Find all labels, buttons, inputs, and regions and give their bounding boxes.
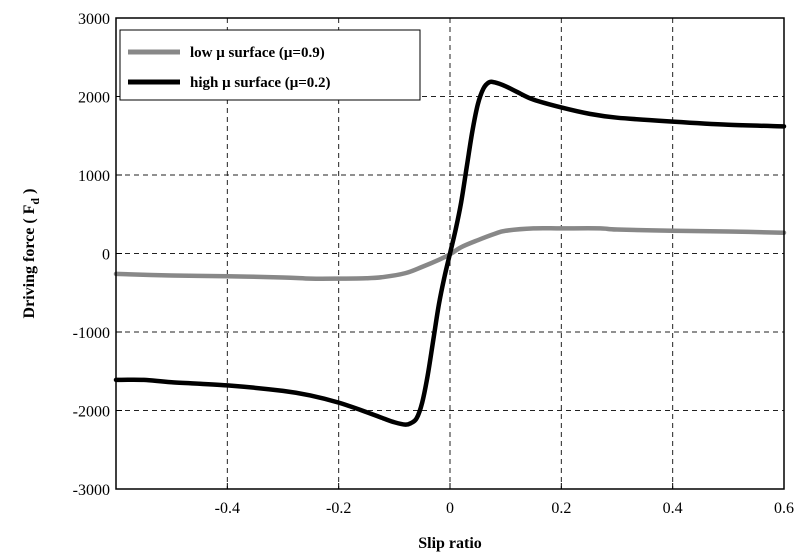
x-tick-label: -0.2	[326, 500, 351, 517]
y-axis-label-end: )	[21, 189, 38, 198]
legend-box	[119, 29, 421, 101]
x-tick-label: 0.6	[774, 500, 794, 517]
x-axis-label: Slip ratio	[418, 535, 482, 552]
axis-ticks: -0.4 -0.2 0 0.2 0.4 0.6 -3000 -2000 -1000 0 1000 20…	[73, 11, 794, 517]
legend: low μ surface (μ=0.9) high μ surface (μ=…	[119, 29, 421, 101]
y-tick-label: -2000	[73, 404, 110, 421]
y-tick-label: 0	[102, 247, 110, 264]
y-tick-label: 2000	[78, 90, 110, 107]
y-axis-label: Driving force ( Fd )	[21, 189, 42, 319]
y-axis-label-subscript: d	[28, 198, 42, 205]
series-lines	[113, 79, 787, 427]
x-tick-label: -0.4	[215, 500, 240, 517]
y-tick-label: -3000	[73, 482, 110, 499]
legend-entry-low-mu: low μ surface (μ=0.9)	[190, 45, 325, 61]
x-tick-label: 0.2	[551, 500, 571, 517]
series-line-high-mu	[113, 79, 787, 427]
y-tick-label: 3000	[78, 11, 110, 28]
x-tick-label: 0.4	[663, 500, 683, 517]
y-tick-label: -1000	[73, 325, 110, 342]
y-axis-label-main: Driving force ( F	[21, 204, 38, 318]
legend-entry-high-mu: high μ surface (μ=0.2)	[190, 75, 331, 91]
y-tick-label: 1000	[78, 168, 110, 185]
x-tick-label: 0	[446, 500, 454, 517]
